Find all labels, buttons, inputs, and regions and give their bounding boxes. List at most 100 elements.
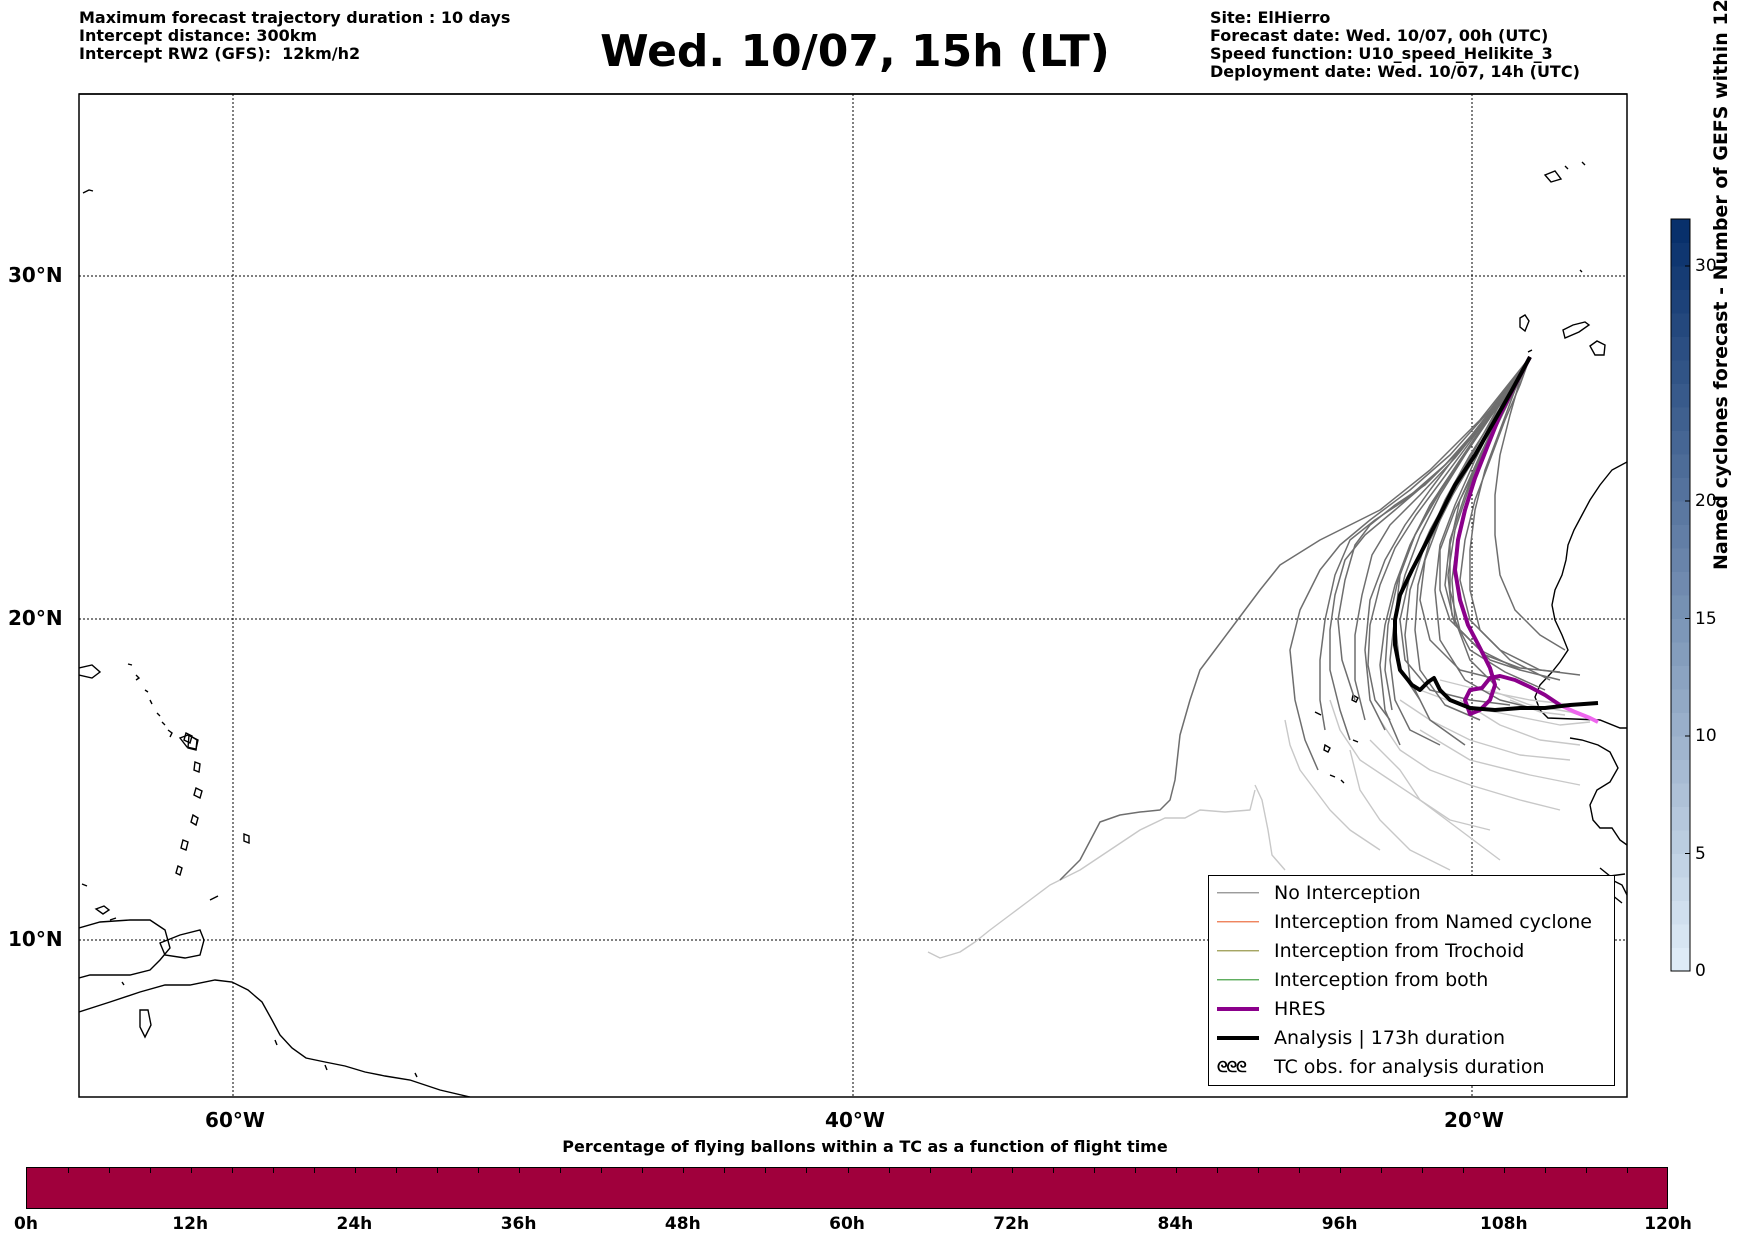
- lon-label-20: 20°W: [1444, 1108, 1504, 1132]
- flight-time-bar-division: [1627, 1168, 1629, 1173]
- flight-time-tick-label: 24h: [336, 1214, 373, 1234]
- flight-time-bar-division: [1463, 1168, 1465, 1173]
- colorbar-segment: [1671, 759, 1690, 784]
- colorbar-segment: [1671, 595, 1690, 619]
- coastline-tobago: [94, 895, 219, 921]
- flight-time-bar-division: [1586, 1168, 1588, 1173]
- colorbar-tick-30: 30: [1695, 256, 1717, 276]
- flight-time-bar-division: [1381, 1168, 1383, 1173]
- flight-time-bar-division: [1258, 1168, 1259, 1173]
- legend-row-hres: HRES: [1217, 996, 1326, 1022]
- coastline-madeira: [1543, 161, 1586, 273]
- flight-time-tick-label: 0h: [14, 1214, 38, 1234]
- flight-time-bar-division: [190, 1168, 192, 1173]
- colorbar-segment: [1671, 712, 1690, 737]
- flight-time-bar-division: [683, 1168, 685, 1173]
- colorbar-title: Named cyclones forecast - Number of GEFS…: [1710, 0, 1732, 570]
- hres-trajectory: [1453, 356, 1562, 716]
- colorbar-tick-15: 15: [1695, 608, 1717, 629]
- trajectory-ensemble-18: [1404, 356, 1531, 746]
- coastline-lesser-antilles: [175, 731, 203, 877]
- legend-row-analysis: Analysis | 173h duration: [1217, 1025, 1505, 1051]
- trajectory-late-1: [1284, 719, 1381, 851]
- colorbar-segment: [1671, 336, 1690, 361]
- flight-time-bar-division: [847, 1168, 849, 1173]
- analysis-trajectory: [1393, 356, 1599, 712]
- colorbar-segment: [1671, 430, 1690, 455]
- header-left: Maximum forecast trajectory duration : 1…: [79, 9, 510, 63]
- coastline-northern-coast: [79, 919, 171, 979]
- flight-time-tick-label: 60h: [829, 1214, 865, 1234]
- lat-label-30: 30°N: [8, 263, 63, 287]
- legend-row-tc-obs: ᘓᘓᘓ TC obs. for analysis duration: [1217, 1054, 1545, 1080]
- coastline-west-africa-bulge: [1569, 737, 1627, 846]
- coastline-trinidad: [159, 929, 205, 959]
- colorbar-segment: [1671, 477, 1690, 502]
- legend-swatch-analysis: [1217, 1032, 1259, 1044]
- colorbar-segment: [1671, 736, 1690, 760]
- flight-time-bar-division: [231, 1168, 233, 1173]
- legend-swatch-both: [1217, 974, 1259, 986]
- trajectory-late-8: [1349, 749, 1451, 871]
- trajectory-late-7: [1369, 739, 1501, 861]
- flight-time-bar-division: [149, 1168, 151, 1173]
- trajectory-late-0: [1254, 784, 1286, 871]
- trajectory-late-5: [1419, 689, 1591, 726]
- flight-time-bar-division: [354, 1168, 356, 1173]
- hres-trajectory-late: [1559, 703, 1599, 724]
- header-right: Site: ElHierro Forecast date: Wed. 10/07…: [1210, 9, 1580, 81]
- header-deployment-date: Deployment date: Wed. 10/07, 14h (UTC): [1210, 62, 1580, 81]
- colorbar-tick-5: 5: [1695, 843, 1706, 864]
- flight-time-bar-division: [478, 1168, 480, 1173]
- flight-time-bar: [26, 1167, 1668, 1209]
- flight-time-bar-division: [395, 1168, 397, 1173]
- header-forecast-date: Forecast date: Wed. 10/07, 00h (UTC): [1210, 26, 1549, 45]
- map-frame: [78, 93, 1628, 1098]
- flight-time-bar-division: [519, 1168, 521, 1173]
- flight-time-tick-label: 108h: [1480, 1214, 1528, 1234]
- flight-time-bar-division: [1422, 1168, 1424, 1173]
- legend-label-tc-obs: TC obs. for analysis duration: [1274, 1056, 1545, 1078]
- header-site: Site: ElHierro: [1210, 8, 1331, 27]
- flight-time-bar-division: [601, 1168, 603, 1173]
- colorbar-segment: [1671, 924, 1690, 948]
- trajectories-layer: [927, 356, 1599, 959]
- flight-time-tick-label: 48h: [664, 1214, 701, 1234]
- colorbar-segment: [1671, 407, 1690, 431]
- trajectory-late-2: [1329, 699, 1491, 831]
- flight-time-bar-division: [1052, 1168, 1054, 1173]
- trajectory-late-13: [1509, 699, 1566, 716]
- legend-label-hres: HRES: [1274, 998, 1326, 1020]
- flight-time-bar-title: Percentage of flying ballons within a TC…: [562, 1137, 1168, 1156]
- legend-label-analysis: Analysis | 173h duration: [1274, 1027, 1506, 1049]
- flight-time-bar-division: [1504, 1168, 1506, 1173]
- colorbar-segment: [1671, 242, 1690, 267]
- legend-swatch-no-interception: [1217, 887, 1259, 899]
- colorbar-segment: [1671, 383, 1690, 408]
- trajectory-late-4: [1399, 699, 1571, 761]
- flight-time-bar-division: [1134, 1168, 1136, 1173]
- colorbar-segment: [1671, 524, 1690, 549]
- colorbar-segment: [1671, 313, 1690, 337]
- flight-time-bar-division: [1216, 1168, 1218, 1173]
- colorbar-segment: [1671, 360, 1690, 384]
- legend-label-no-interception: No Interception: [1274, 882, 1421, 904]
- trajectory-ensemble-13: [1319, 356, 1531, 731]
- flight-time-bar-division: [1011, 1168, 1013, 1173]
- flight-time-bar-division: [888, 1168, 890, 1173]
- coastline-canary-islands: [1519, 314, 1606, 356]
- flight-time-bar-division: [642, 1168, 644, 1173]
- trajectory-ensemble-22: [1367, 356, 1531, 721]
- cyclone-colorbar: [1671, 219, 1690, 972]
- colorbar-segment: [1671, 947, 1690, 972]
- flight-time-tick-label: 36h: [500, 1214, 537, 1234]
- colorbar-segment: [1671, 877, 1690, 901]
- flight-time-bar-division: [929, 1168, 931, 1173]
- trajectory-ensemble-20: [1469, 356, 1551, 681]
- trajectory-ensemble-1: [1289, 356, 1531, 771]
- colorbar-segment: [1671, 900, 1690, 925]
- flight-time-bar-division: [108, 1168, 110, 1173]
- legend-swatch-named-cyclone: [1217, 916, 1259, 928]
- flight-time-bar-division: [272, 1168, 274, 1173]
- lon-label-60: 60°W: [205, 1108, 265, 1132]
